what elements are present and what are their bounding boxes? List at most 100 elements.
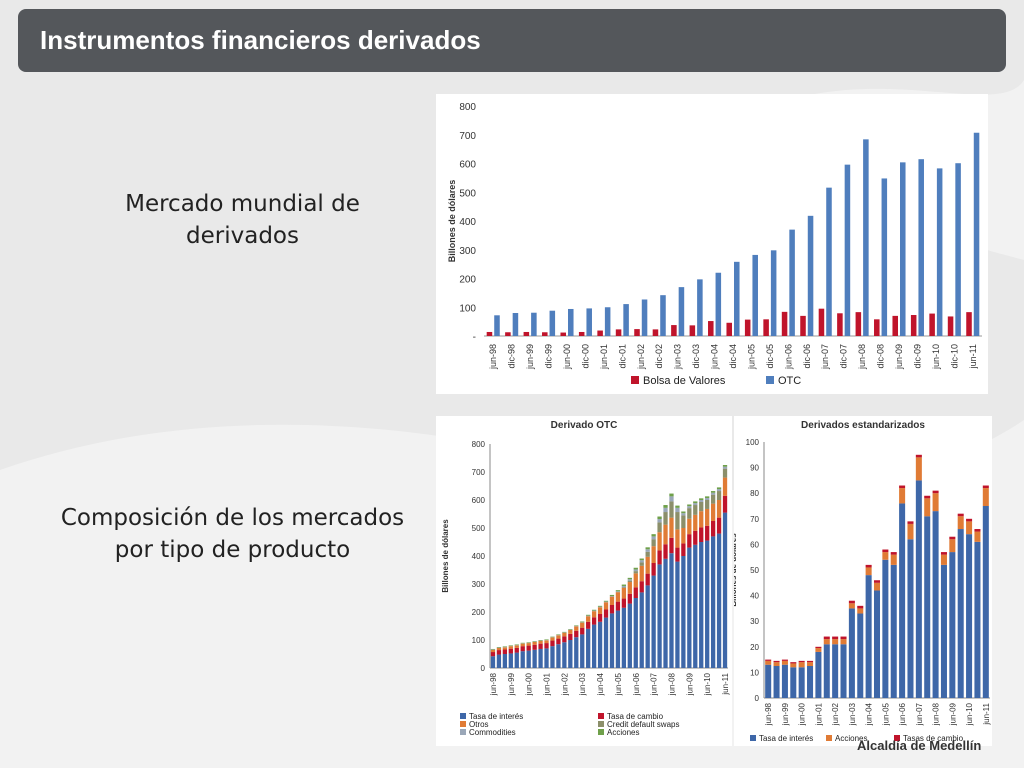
bar-segment	[865, 567, 872, 576]
bar-bolsa	[671, 325, 677, 336]
legend-swatch	[460, 713, 466, 719]
bar-segment	[790, 663, 797, 668]
bar-segment	[633, 598, 638, 668]
y-tick-label: 800	[459, 102, 476, 113]
x-tick-label: jun-08	[932, 702, 941, 726]
bar-bolsa	[947, 316, 954, 336]
bar-segment	[556, 638, 561, 645]
bar-segment	[603, 602, 609, 610]
legend-swatch	[598, 729, 604, 735]
bar-segment	[663, 507, 668, 513]
bar-segment	[556, 635, 561, 639]
legend-swatch	[598, 721, 604, 727]
x-tick-label: jun-04	[710, 344, 720, 370]
bar-otc	[549, 310, 556, 336]
bar-bolsa	[578, 331, 585, 336]
bar-segment	[716, 500, 722, 518]
x-tick-label: dic-09	[912, 344, 922, 369]
x-tick-label: dic-10	[949, 344, 959, 369]
y-tick-label: 300	[472, 580, 486, 589]
bar-segment	[722, 465, 728, 467]
bar-segment	[526, 642, 531, 643]
bar-segment	[621, 607, 627, 668]
x-tick-label: jun-03	[673, 344, 683, 370]
bar-otc	[936, 168, 943, 336]
bar-segment	[699, 498, 704, 500]
bar-segment	[645, 551, 650, 557]
bar-segment	[544, 648, 549, 668]
bar-segment	[663, 512, 668, 525]
bar-segment	[957, 516, 964, 530]
bar-segment	[722, 495, 728, 513]
y-tick-label: 10	[750, 668, 759, 677]
legend-label: Tasa de interés	[759, 734, 813, 743]
bar-segment	[633, 573, 638, 588]
x-tick-label: jun-00	[798, 702, 807, 726]
bar-segment	[621, 587, 627, 599]
bar-segment	[526, 650, 531, 668]
x-tick-label: jun-07	[650, 672, 659, 696]
bar-segment	[502, 647, 508, 650]
bar-segment	[699, 511, 704, 528]
bar-segment	[574, 630, 579, 638]
bar-segment	[603, 601, 609, 603]
bar-segment	[544, 639, 549, 640]
bar-segment	[597, 613, 603, 622]
bar-segment	[657, 516, 662, 520]
bar-bolsa	[597, 330, 603, 336]
bar-segment	[627, 580, 632, 583]
bar-segment	[982, 488, 989, 506]
bar-segment	[496, 647, 502, 648]
bar-segment	[627, 603, 632, 668]
bar-otc	[715, 272, 722, 336]
bar-segment	[798, 660, 805, 663]
bar-segment	[490, 648, 496, 650]
x-tick-label: jun-03	[578, 672, 587, 696]
footer-logo-text: Alcaldía de Medellín	[857, 738, 982, 752]
chart-otc-panel: Derivado OTC 0 100 200 300 400 500 600 700 800 Bil…	[436, 416, 732, 746]
bar-segment	[716, 517, 722, 534]
y-tick-label: -	[473, 332, 476, 343]
bar-otc	[641, 299, 648, 336]
y-tick-label: 600	[472, 496, 486, 505]
bar-segment	[705, 500, 710, 509]
bar-segment	[798, 667, 805, 698]
bar-segment	[722, 477, 728, 496]
bar-segment	[639, 558, 644, 561]
bar-segment	[924, 498, 931, 517]
bar-segment	[586, 615, 591, 617]
x-tick-label: dic-08	[876, 344, 886, 369]
x-tick-label: jun-11	[982, 702, 991, 725]
bar-bolsa	[910, 315, 917, 336]
bar-segment	[645, 585, 650, 668]
bar-segment	[857, 613, 864, 698]
bar-segment	[882, 549, 889, 553]
bar-segment	[890, 554, 897, 565]
bar-otc	[512, 313, 519, 336]
bar-segment	[699, 527, 704, 542]
bar-segment	[621, 587, 627, 588]
x-tick-label: dic-00	[580, 344, 590, 369]
bar-segment	[609, 605, 615, 614]
bar-segment	[716, 489, 722, 492]
bar-segment	[699, 501, 704, 512]
bar-otc	[863, 139, 869, 336]
bar-segment	[716, 533, 722, 668]
x-tick-label: jun-98	[488, 344, 498, 370]
bar-segment	[496, 650, 502, 655]
caption-composition: Composición de los mercados por tipo de …	[40, 502, 425, 566]
bar-segment	[681, 556, 686, 668]
bar-segment	[765, 664, 772, 698]
bar-segment	[574, 626, 579, 631]
bar-segment	[651, 575, 656, 668]
chart-standardized: Derivados estandarizados 0 10 20 30 40 50 60 70 8…	[729, 420, 991, 743]
bar-segment	[924, 495, 931, 499]
y-tick-label: 60	[750, 540, 759, 549]
bar-segment	[586, 616, 591, 622]
bar-segment	[675, 507, 680, 513]
bar-segment	[663, 505, 668, 508]
bar-bolsa	[689, 325, 696, 336]
bar-segment	[538, 643, 543, 649]
y-tick-label: 50	[750, 566, 759, 575]
bar-bolsa	[726, 322, 732, 336]
